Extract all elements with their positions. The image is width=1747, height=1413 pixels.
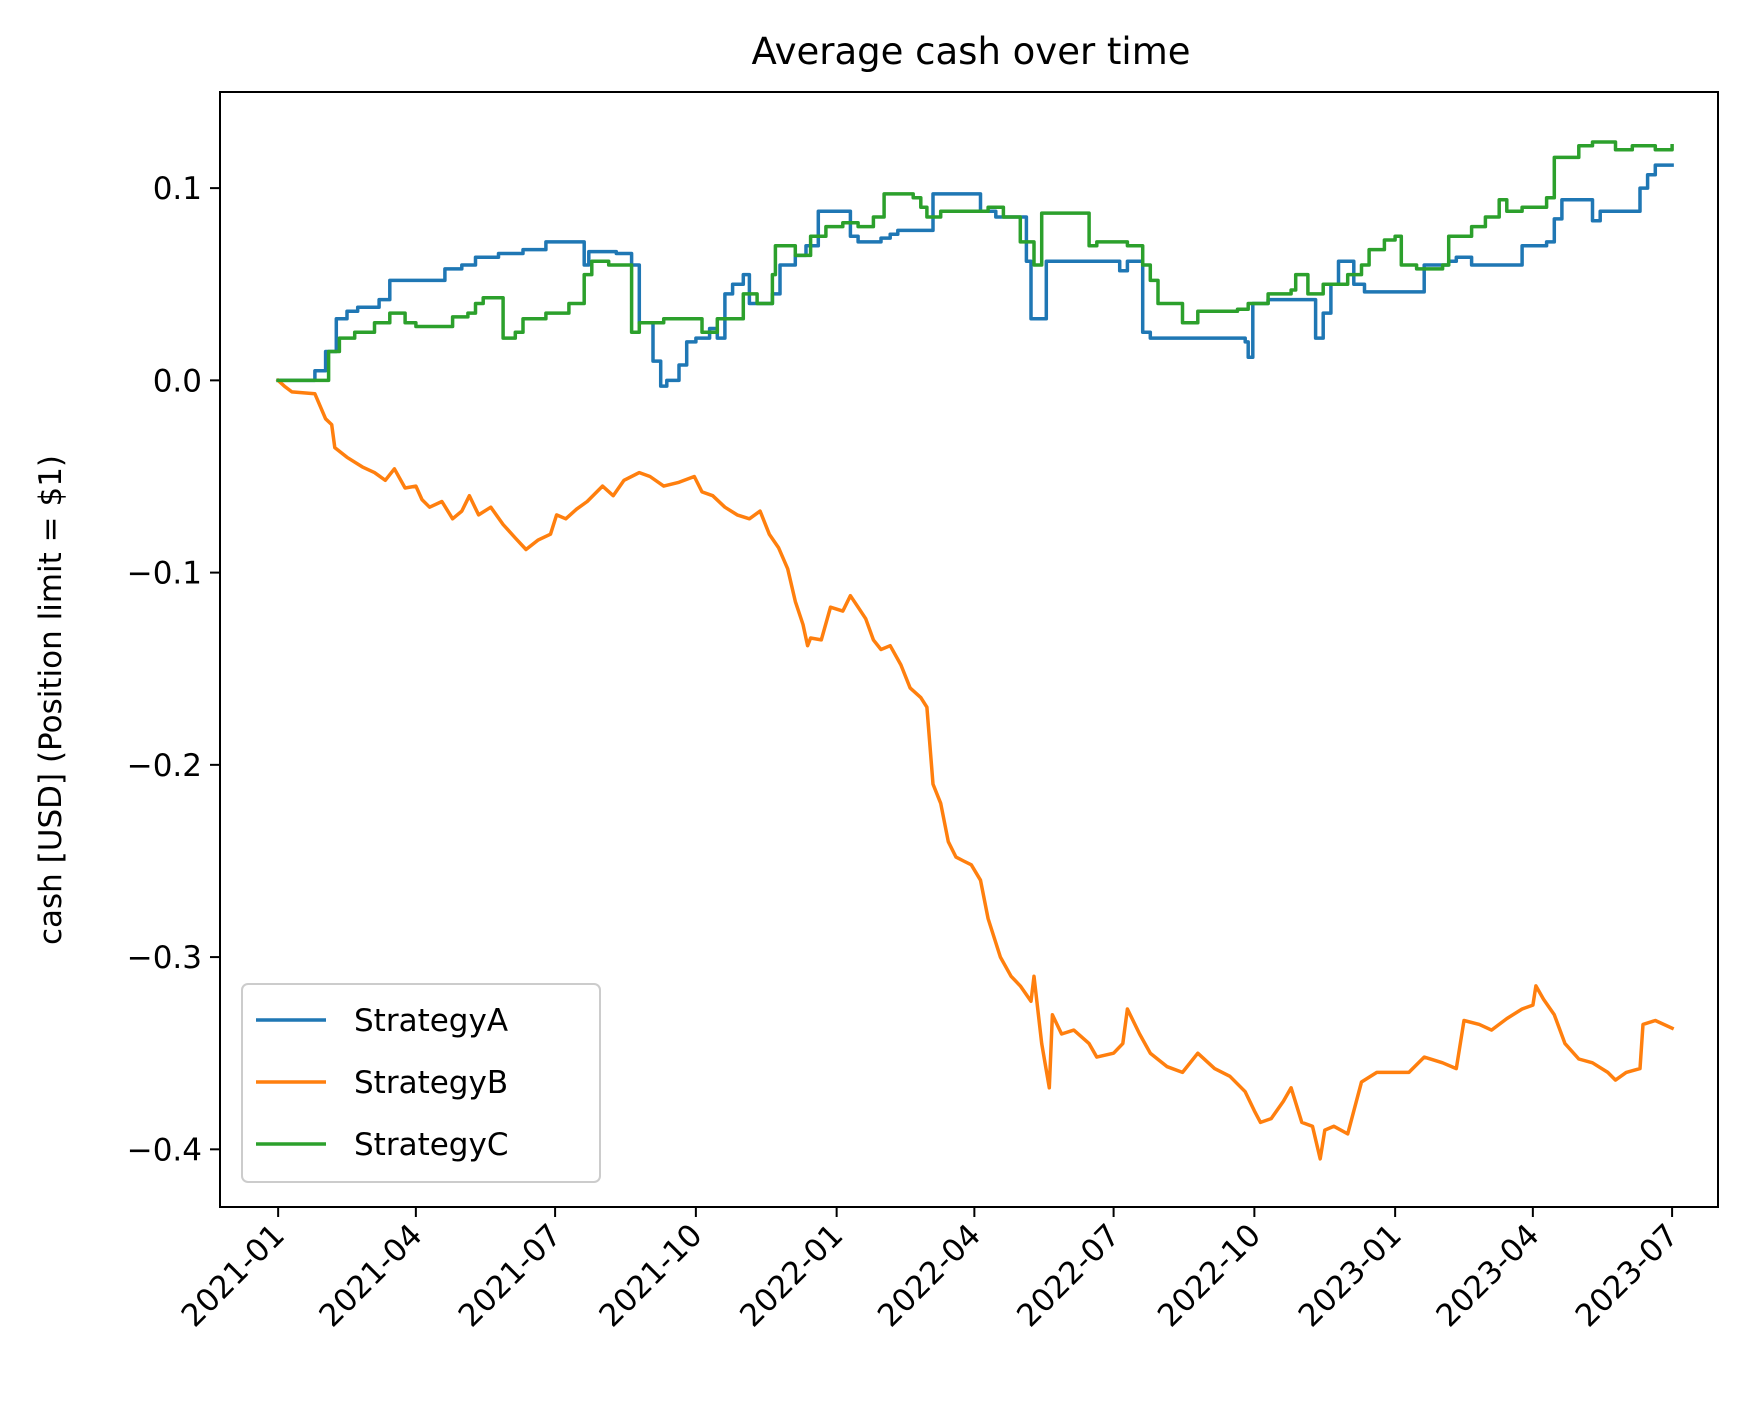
y-tick-label: −0.1 (127, 556, 202, 592)
series-line-strategya (276, 163, 1674, 388)
y-axis: 0.1 0.0 −0.1 −0.2 −0.3 −0.4 (127, 171, 220, 1168)
y-axis-label: cash [USD] (Position limit = $1) (33, 455, 69, 945)
legend-box (241, 983, 601, 1183)
x-tick-label: 2022-07 (1010, 1217, 1127, 1334)
x-tick-label: 2023-01 (1292, 1217, 1409, 1334)
legend: StrategyA StrategyB StrategyC (241, 983, 601, 1183)
y-tick-label: −0.4 (127, 1132, 202, 1168)
y-tick-label: 0.1 (153, 171, 202, 207)
x-tick-label: 2021-04 (312, 1217, 429, 1334)
series-line-strategyc (276, 140, 1674, 383)
series-layer (275, 140, 1675, 1161)
plot-frame (219, 91, 1719, 1208)
x-tick-label: 2022-01 (733, 1217, 850, 1334)
series-line-strategyb (275, 377, 1675, 1161)
y-tick-label: −0.2 (127, 748, 202, 784)
legend-label: StrategyA (354, 1003, 508, 1039)
x-tick-label: 2022-04 (871, 1217, 988, 1334)
legend-label: StrategyB (354, 1065, 508, 1101)
x-axis: 2021-01 2021-04 2021-07 2021-10 2022-01 2022-… (175, 1207, 1686, 1334)
chart-title: Average cash over time (751, 30, 1190, 73)
x-tick-label: 2023-04 (1429, 1217, 1546, 1334)
legend-label: StrategyC (354, 1127, 508, 1163)
y-tick-label: −0.3 (127, 940, 202, 976)
x-tick-label: 2021-07 (452, 1217, 569, 1334)
y-tick-label: 0.0 (153, 363, 202, 399)
x-tick-label: 2023-07 (1569, 1217, 1686, 1334)
x-tick-label: 2022-10 (1151, 1217, 1268, 1334)
x-tick-label: 2021-01 (175, 1217, 292, 1334)
x-tick-label: 2021-10 (592, 1217, 709, 1334)
